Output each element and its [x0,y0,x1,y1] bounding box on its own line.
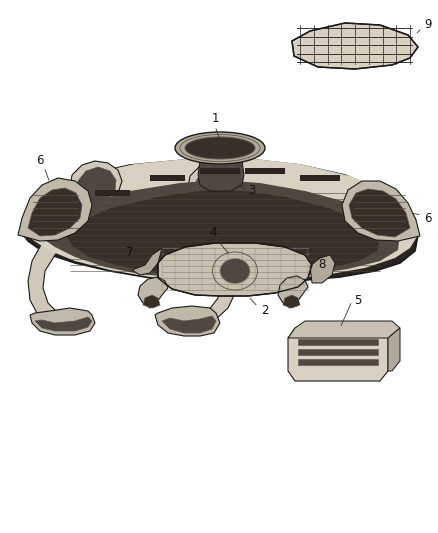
Polygon shape [310,255,335,283]
Text: 8: 8 [318,259,326,271]
Text: 3: 3 [248,184,256,198]
Polygon shape [35,317,92,331]
Polygon shape [143,295,160,308]
Polygon shape [298,359,378,365]
Text: 2: 2 [261,304,269,318]
Text: 1: 1 [211,111,219,125]
Polygon shape [198,160,244,191]
Polygon shape [283,295,300,308]
Polygon shape [18,178,92,241]
Polygon shape [95,190,130,196]
Polygon shape [196,167,233,210]
Polygon shape [278,276,308,308]
Polygon shape [288,321,400,338]
Polygon shape [150,175,185,181]
Polygon shape [65,189,380,278]
Polygon shape [162,316,216,333]
Polygon shape [245,168,285,174]
Polygon shape [30,308,95,335]
Polygon shape [200,168,240,174]
Polygon shape [292,23,418,69]
Polygon shape [355,192,390,198]
Polygon shape [70,161,122,215]
Polygon shape [22,159,418,283]
Polygon shape [349,189,410,237]
Polygon shape [28,203,95,328]
Text: 6: 6 [424,212,432,224]
Text: 6: 6 [36,155,44,167]
Polygon shape [188,161,240,215]
Polygon shape [24,158,418,283]
Ellipse shape [185,137,255,159]
Polygon shape [138,277,168,308]
Polygon shape [288,328,388,381]
Polygon shape [300,175,340,181]
Polygon shape [298,339,378,345]
Polygon shape [342,181,420,241]
Polygon shape [132,248,162,275]
Ellipse shape [220,259,250,284]
Ellipse shape [175,132,265,164]
Polygon shape [388,328,400,371]
Polygon shape [42,180,400,279]
Polygon shape [155,306,220,336]
Polygon shape [158,243,312,296]
Polygon shape [78,167,116,211]
Text: 9: 9 [424,19,432,31]
Polygon shape [28,188,82,236]
Text: 7: 7 [126,246,134,260]
Text: 5: 5 [354,295,362,308]
Polygon shape [298,349,378,355]
Text: 4: 4 [209,227,217,239]
Polygon shape [162,203,238,330]
